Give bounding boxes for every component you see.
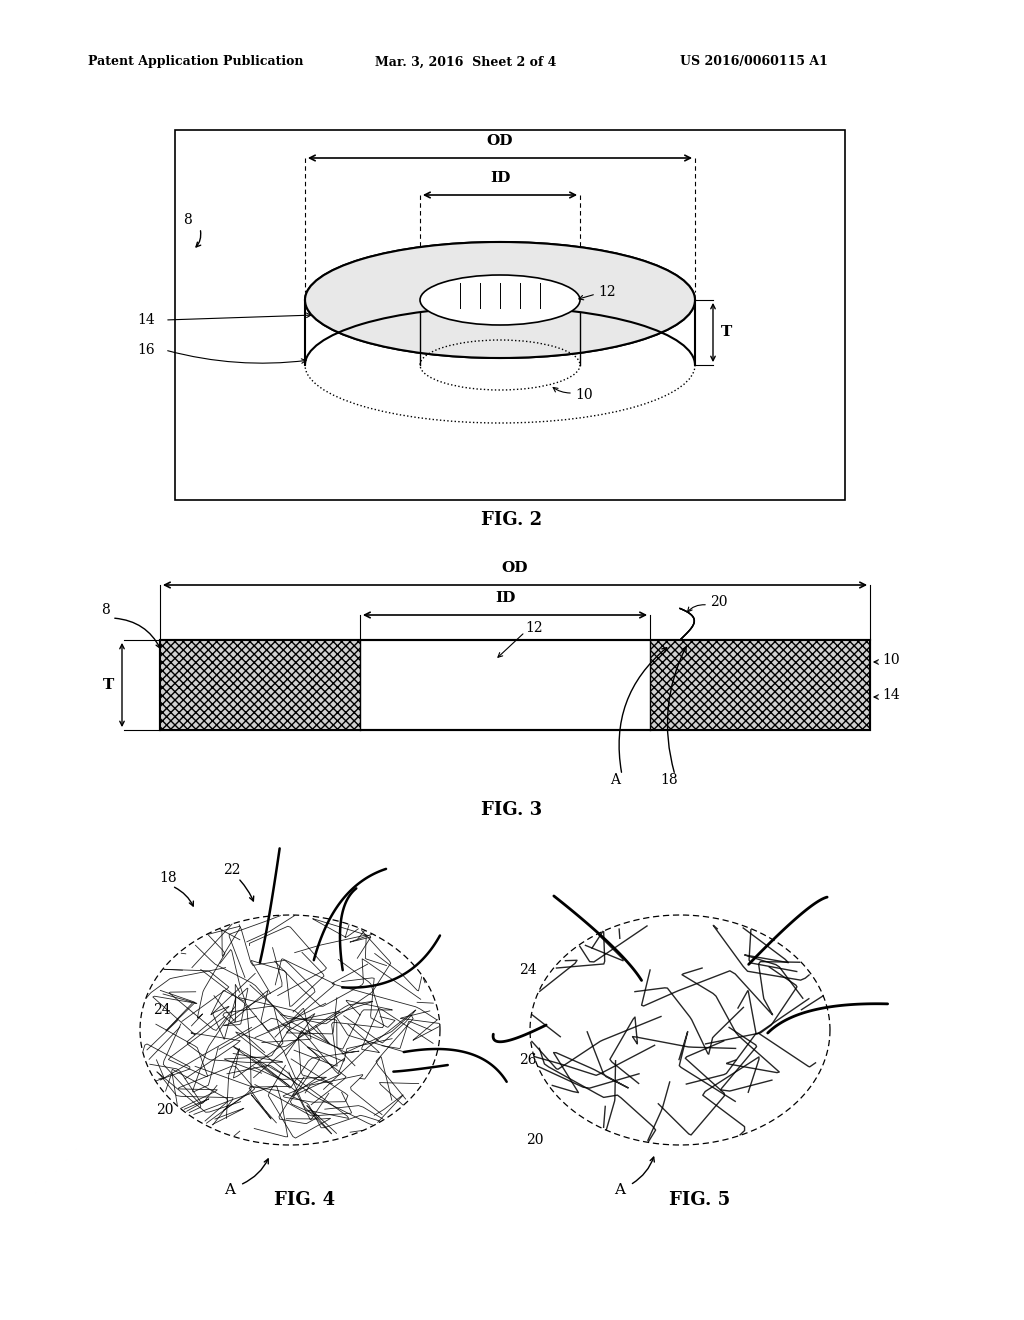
Text: 12: 12 <box>598 285 615 300</box>
Bar <box>160 640 870 730</box>
Text: 20: 20 <box>710 595 727 609</box>
Text: FIG. 5: FIG. 5 <box>670 1191 731 1209</box>
Ellipse shape <box>305 242 695 358</box>
Text: US 2016/0060115 A1: US 2016/0060115 A1 <box>680 55 827 69</box>
Text: 26: 26 <box>519 1053 537 1067</box>
Bar <box>160 640 360 730</box>
Bar <box>650 640 870 730</box>
Text: ID: ID <box>489 172 510 185</box>
Ellipse shape <box>305 242 695 358</box>
Text: FIG. 4: FIG. 4 <box>274 1191 336 1209</box>
Text: 18: 18 <box>159 871 177 884</box>
Text: T: T <box>102 678 114 692</box>
Text: FIG. 3: FIG. 3 <box>481 801 543 818</box>
Text: A: A <box>614 1183 626 1197</box>
Bar <box>175 129 845 500</box>
Text: 20: 20 <box>157 1104 174 1117</box>
Text: Mar. 3, 2016  Sheet 2 of 4: Mar. 3, 2016 Sheet 2 of 4 <box>375 55 556 69</box>
Ellipse shape <box>420 275 580 325</box>
Text: OD: OD <box>486 135 513 148</box>
Text: Patent Application Publication: Patent Application Publication <box>88 55 303 69</box>
Text: 24: 24 <box>154 1003 171 1016</box>
Text: OD: OD <box>502 561 528 576</box>
Text: 8: 8 <box>100 603 110 616</box>
Text: FIG. 2: FIG. 2 <box>481 511 543 529</box>
Text: 20: 20 <box>526 1133 544 1147</box>
Text: 8: 8 <box>183 213 193 227</box>
Text: ID: ID <box>495 591 515 605</box>
Bar <box>160 640 870 730</box>
Text: 14: 14 <box>882 688 900 702</box>
Text: 16: 16 <box>137 343 155 356</box>
Text: A: A <box>224 1183 236 1197</box>
Text: 14: 14 <box>137 313 155 327</box>
Text: 18: 18 <box>660 774 678 787</box>
Text: T: T <box>721 326 732 339</box>
Text: 10: 10 <box>882 653 900 667</box>
Text: 10: 10 <box>575 388 593 403</box>
Text: 12: 12 <box>525 620 543 635</box>
Text: 24: 24 <box>519 964 537 977</box>
Text: A: A <box>610 774 620 787</box>
Text: 22: 22 <box>223 863 241 876</box>
